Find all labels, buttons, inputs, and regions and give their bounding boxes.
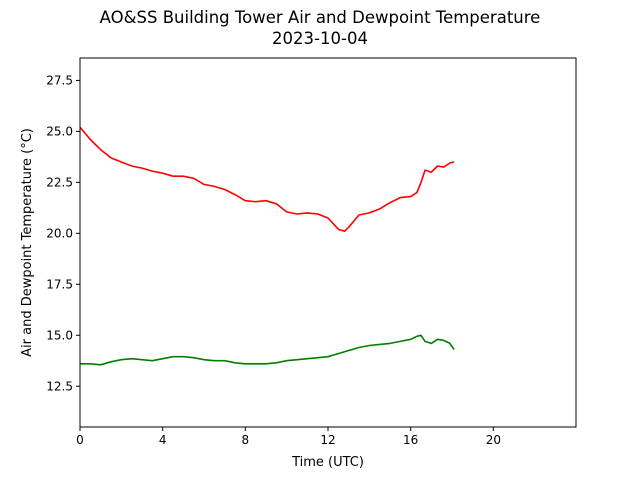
x-tick-label: 4 [159,433,167,447]
series-line-2 [80,334,455,366]
y-tick-label: 25.0 [46,125,73,139]
plot-area-frame [79,57,577,428]
y-tick-label: 22.5 [46,176,73,190]
x-axis: 0 4 8 12 16 20 [76,427,501,447]
y-tick-label: 27.5 [46,74,73,88]
chart-title: AO&SS Building Tower Air and Dewpoint Te… [99,8,541,27]
x-tick-label: 12 [320,433,335,447]
x-tick-label: 16 [403,433,418,447]
y-tick-label: 17.5 [46,278,73,292]
series-layer [79,126,455,366]
x-tick-label: 8 [242,433,250,447]
y-axis: 12.5 15.0 17.5 20.0 22.5 25.0 27.5 [46,74,80,394]
y-axis-label: Air and Dewpoint Temperature (°C) [20,128,35,357]
y-tick-label: 15.0 [46,329,73,343]
series-line-1 [79,126,455,233]
x-axis-label: Time (UTC) [291,455,364,470]
x-tick-label: 20 [486,433,501,447]
x-tick-label: 0 [76,433,84,447]
y-tick-label: 12.5 [46,380,73,394]
chart-subtitle: 2023-10-04 [272,29,368,48]
y-tick-label: 20.0 [46,227,73,241]
